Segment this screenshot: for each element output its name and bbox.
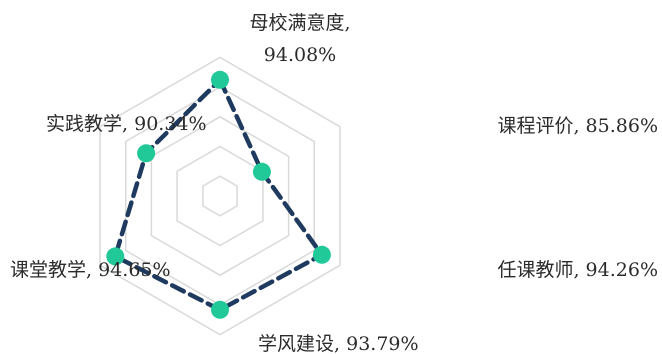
grid-ring-5: [99, 56, 341, 336]
data-point-5: [106, 247, 125, 266]
label-course-evaluation: 课程评价, 85.86%: [497, 115, 658, 137]
data-point-1: [211, 70, 229, 89]
label-school-satisfaction: 母校满意度,: [249, 12, 350, 34]
label-practical-teaching: 实践教学, 90.34%: [46, 113, 207, 135]
grid-ring-1: [202, 175, 238, 217]
data-point-6: [137, 144, 156, 163]
data-point-2: [252, 162, 271, 181]
data-point-4: [211, 300, 229, 319]
grid-ring-2: [176, 145, 264, 247]
label-school-satisfaction-value: 94.08%: [264, 44, 336, 66]
label-study-style: 学风建设, 93.79%: [258, 333, 419, 354]
grid-ring-3: [150, 115, 290, 277]
data-point-3: [312, 245, 331, 264]
label-classroom-teaching: 课堂教学, 94.65%: [10, 259, 171, 281]
radar-grid: [99, 56, 341, 336]
series-points: [106, 70, 331, 319]
label-teachers: 任课教师, 94.26%: [497, 259, 658, 281]
